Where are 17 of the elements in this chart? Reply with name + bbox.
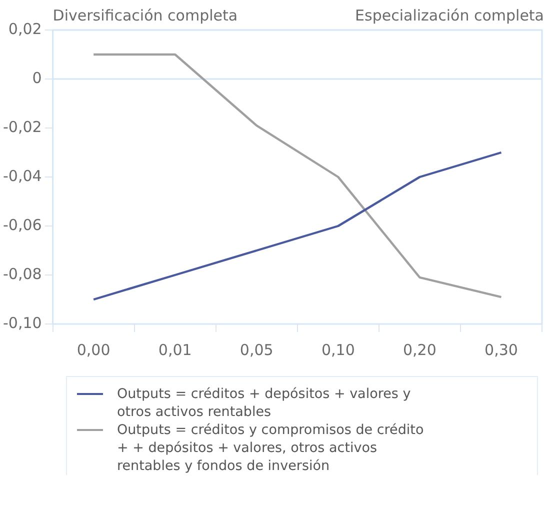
y-tick-label: -0,02	[3, 118, 42, 136]
y-tick-label: -0,04	[3, 166, 42, 185]
x-tick-label: 0,20	[403, 340, 436, 359]
legend-label: Outputs = créditos + depósitos + valores y otros activos rentables	[117, 385, 412, 421]
x-tick-label: 0,01	[158, 340, 192, 359]
y-tick-label: -0,08	[3, 264, 42, 283]
y-tick-label: 0	[32, 68, 42, 87]
x-tick-label: 0,00	[76, 340, 110, 359]
y-tick-label: 0,02	[8, 20, 42, 38]
y-tick-label: -0,06	[3, 216, 42, 234]
x-tick-label: 0,05	[240, 340, 274, 359]
x-tick-label: 0,30	[484, 340, 518, 359]
y-tick-label: -0,10	[3, 314, 42, 332]
x-tick-label: 0,10	[321, 340, 355, 359]
legend-label: Outputs = créditos y compromisos de crédito + + depósitos + valores, otros activos rentables y fondos de inversión	[117, 421, 425, 475]
text: Diversificación completa	[52, 6, 238, 24]
text: Especialización completa	[355, 6, 544, 24]
